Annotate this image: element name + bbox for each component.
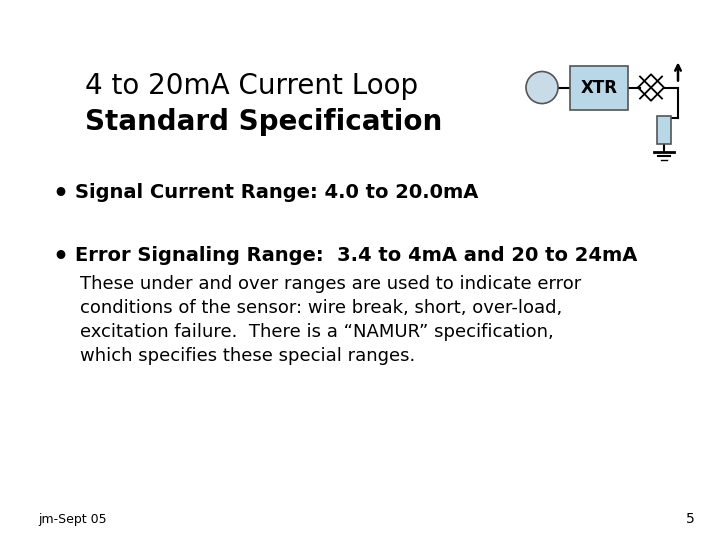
Text: R E A L   W O R L D   S I G N A L   P R O C E S S I N G: R E A L W O R L D S I G N A L P R O C E … xyxy=(16,16,256,23)
Bar xyxy=(657,116,671,144)
Text: TEXAS INSTRUMENTS: TEXAS INSTRUMENTS xyxy=(580,12,706,22)
Circle shape xyxy=(526,71,558,104)
Bar xyxy=(570,65,628,110)
Text: excitation failure.  There is a “NAMUR” specification,: excitation failure. There is a “NAMUR” s… xyxy=(80,323,554,341)
Text: Error Signaling Range:  3.4 to 4mA and 20 to 24mA: Error Signaling Range: 3.4 to 4mA and 20… xyxy=(75,246,637,265)
Text: 5: 5 xyxy=(686,512,695,526)
Text: •: • xyxy=(52,245,68,269)
Text: Signal Current Range: 4.0 to 20.0mA: Signal Current Range: 4.0 to 20.0mA xyxy=(75,183,478,201)
Text: jm-Sept 05: jm-Sept 05 xyxy=(38,513,107,526)
Text: which specifies these special ranges.: which specifies these special ranges. xyxy=(80,347,415,365)
Text: XTR: XTR xyxy=(580,78,618,97)
Text: •: • xyxy=(52,181,68,206)
Text: ⭐: ⭐ xyxy=(551,10,559,23)
Text: These under and over ranges are used to indicate error: These under and over ranges are used to … xyxy=(80,275,581,293)
Text: 4 to 20mA Current Loop: 4 to 20mA Current Loop xyxy=(85,71,418,99)
Text: Standard Specification: Standard Specification xyxy=(85,107,442,136)
Text: conditions of the sensor: wire break, short, over-load,: conditions of the sensor: wire break, sh… xyxy=(80,299,562,317)
